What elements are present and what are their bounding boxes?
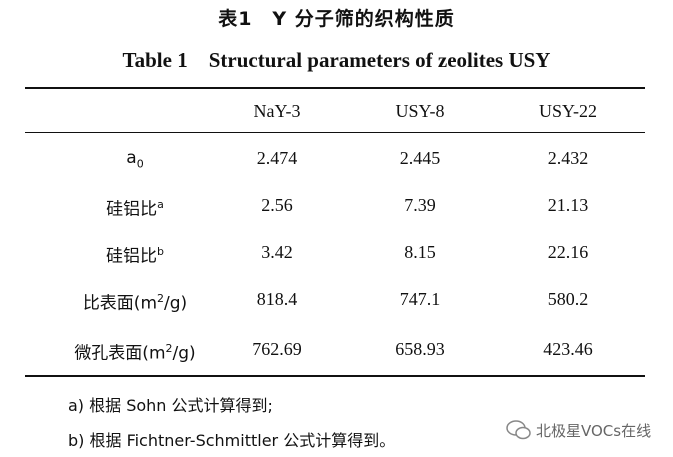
label-base: 微孔表面(m: [74, 343, 166, 364]
bottom-rule: [25, 375, 645, 377]
label-base: 比表面(m: [82, 293, 158, 314]
label-base: a: [126, 148, 137, 168]
label-sup: a: [157, 198, 164, 211]
row-label: 硅铝比b: [35, 240, 235, 269]
cell-value: 762.69: [252, 339, 302, 359]
label-tail: /g): [172, 343, 196, 364]
cell-value: 8.15: [404, 242, 436, 262]
header-rule: [25, 132, 645, 133]
row-label: 比表面(m2/g): [35, 287, 235, 316]
cell-value: 3.42: [261, 242, 293, 262]
cell-value: 580.2: [547, 289, 589, 309]
cell-value: 21.13: [547, 195, 589, 215]
label-base: 硅铝比: [106, 246, 157, 267]
label-sub: 0: [136, 157, 144, 171]
row-label: a0: [35, 146, 235, 176]
column-header: NaY-3: [253, 101, 301, 121]
cell-value: 7.39: [404, 195, 436, 215]
footnote: b) 根据 Fichtner-Schmittler 公式计算得到。: [68, 431, 396, 450]
label-tail: /g): [164, 293, 188, 314]
watermark: 北极星VOCs在线: [536, 422, 652, 440]
cell-value: 2.56: [261, 195, 293, 215]
top-rule: [25, 87, 645, 89]
column-header: USY-8: [395, 101, 445, 121]
label-sup: 2: [157, 292, 165, 305]
row-label: 硅铝比a: [35, 193, 235, 222]
cell-value: 747.1: [399, 289, 441, 309]
footnote: a) 根据 Sohn 公式计算得到;: [68, 396, 273, 415]
title-en: Table 1 Structural parameters of zeolite…: [122, 48, 551, 72]
cell-value: 22.16: [547, 242, 589, 262]
wechat-icon: [506, 420, 531, 440]
cell-value: 423.46: [543, 339, 593, 359]
label-sup: 2: [165, 342, 173, 355]
cell-value: 658.93: [395, 339, 445, 359]
cell-value: 818.4: [256, 289, 298, 309]
cell-value: 2.445: [399, 148, 441, 168]
cell-value: 2.474: [256, 148, 298, 168]
label-base: 硅铝比: [106, 199, 158, 220]
cell-value: 2.432: [547, 148, 589, 168]
title-cn: 表1 Y 分子筛的织构性质: [218, 8, 455, 30]
row-label: 微孔表面(m2/g): [35, 337, 235, 366]
label-sup: b: [157, 245, 164, 258]
column-header: USY-22: [538, 101, 597, 121]
